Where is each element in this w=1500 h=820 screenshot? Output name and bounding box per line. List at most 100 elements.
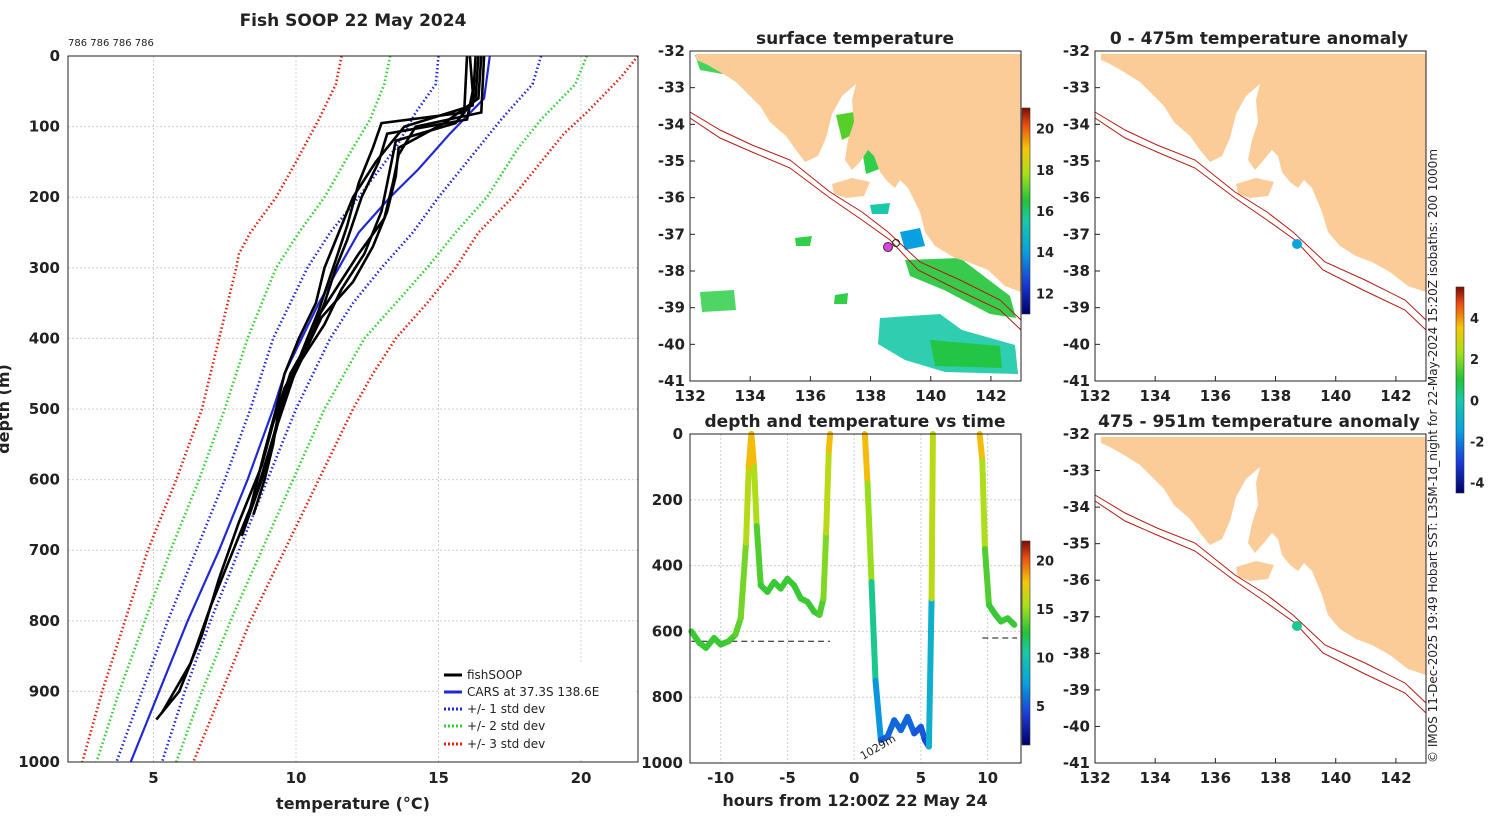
profile-x-tick-label: 20 [571, 769, 592, 787]
depth-time-x-ticks: -10 -5 0 5 10 [707, 769, 998, 787]
depth-time-x-tick-label: -10 [707, 769, 734, 787]
map-y-tick-label: -38 [658, 262, 685, 280]
colorbar-tick-label: 14 [1036, 246, 1054, 261]
profile-y-tick-label: 600 [29, 471, 60, 489]
profile-x-label: temperature (°C) [276, 794, 430, 813]
map-x-tick-label: 132 [674, 387, 705, 405]
sst-y-ticks: -32 -33 -34 -35 -36 -37 -38 -39 -40 -41 [658, 42, 695, 390]
profile-lines [81, 55, 640, 763]
depth-time-trace-segment [864, 480, 875, 586]
profile-y-tick-label: 300 [29, 259, 60, 277]
map-x-tick-label: 142 [1380, 387, 1411, 405]
depth-time-trace-segment [820, 529, 830, 602]
anomaly-lower-title: 475 - 951m temperature anomaly [1098, 412, 1420, 432]
depth-time-y-tick-label: 600 [652, 622, 683, 640]
map-y-tick-label: -32 [1063, 425, 1090, 443]
anomaly-lower-frame [1094, 433, 1427, 764]
depth-time-panel: depth and temperature vs time -10 -5 0 5 10 … [641, 412, 1054, 810]
colorbar-tick-label: 4 [1470, 312, 1479, 327]
sst-land [696, 54, 1021, 292]
anomaly-upper-marker [1292, 239, 1302, 249]
depth-time-x-tick-label: 5 [916, 769, 926, 787]
colorbar-tick-label: 20 [1036, 554, 1054, 569]
depth-time-trace-segment [976, 431, 986, 464]
map-x-tick-label: 138 [855, 387, 886, 405]
profile-series-line [81, 55, 343, 763]
sst-map-panel: surface temperature 132 134 136 138 140 142 -… [658, 29, 1054, 405]
depth-time-trace-segment [751, 463, 760, 530]
depth-time-trace-segment [737, 539, 750, 622]
depth-time-y-tick-label: 800 [652, 688, 683, 706]
colorbar-tick-label: 2 [1470, 353, 1479, 368]
sst-island [832, 178, 870, 198]
profile-series-line [240, 55, 486, 537]
sst-colorbar [1021, 107, 1031, 315]
map-x-tick-label: 142 [975, 387, 1006, 405]
profile-series-line [129, 55, 491, 763]
map-y-tick-label: -38 [1063, 644, 1090, 662]
anomaly-lower-x-ticks: 132 134 136 138 140 142 [1079, 758, 1412, 787]
map-y-tick-label: -40 [658, 335, 685, 353]
colorbar-tick-label: 20 [1036, 123, 1054, 138]
map-x-tick-label: 136 [1200, 387, 1231, 405]
anomaly-lower-y-ticks: -32 -33 -34 -35 -36 -37 -38 -39 -40 -41 [1063, 425, 1100, 772]
map-y-tick-label: -35 [1063, 152, 1090, 170]
vessel-marker-icon [883, 242, 893, 252]
profile-annotation: 786 786 786 786 [68, 38, 154, 49]
map-x-tick-label: 134 [1140, 769, 1171, 787]
map-y-tick-label: -33 [658, 79, 685, 97]
anomaly-upper-frame [1094, 50, 1427, 382]
profile-y-tick-label: 900 [29, 682, 60, 700]
map-y-tick-label: -32 [658, 42, 685, 60]
profile-y-tick-label: 1000 [18, 753, 60, 771]
profile-series-line [249, 55, 477, 509]
depth-time-y-tick-label: 1000 [641, 754, 683, 772]
profile-x-ticks: 5 10 15 20 [148, 769, 591, 787]
depth-time-trace-segment [979, 457, 988, 553]
colorbar-tick-label: 16 [1036, 205, 1054, 220]
depth-time-y-tick-label: 200 [652, 491, 683, 509]
profile-series-line [192, 55, 640, 763]
map-y-tick-label: -41 [1063, 754, 1090, 772]
anomaly-lower-isobath-200 [1094, 494, 1427, 704]
profile-y-ticks: 0 100 200 300 400 500 600 700 800 900 1000 [18, 47, 60, 771]
depth-time-y-tick-label: 400 [652, 557, 683, 575]
sst-isobath-1000 [689, 117, 1022, 331]
depth-time-x-tick-label: 0 [849, 769, 859, 787]
map-x-tick-label: 138 [1260, 769, 1291, 787]
map-y-tick-label: -34 [1063, 498, 1090, 516]
profile-grid [68, 55, 638, 763]
colorbar-tick-label: 0 [1470, 394, 1479, 409]
anomaly-upper-panel: 0 - 475m temperature anomaly 132 134 136 13… [1063, 29, 1427, 405]
sst-colorbar-ticks: 12 14 16 18 20 [1036, 123, 1054, 303]
depth-time-trace-segment [748, 431, 758, 470]
depth-time-y-ticks: 0 200 400 600 800 1000 [641, 425, 683, 772]
map-y-tick-label: -32 [1063, 42, 1090, 60]
map-x-tick-label: 136 [795, 387, 826, 405]
vessel-position-icon [892, 239, 900, 247]
map-y-tick-label: -41 [1063, 372, 1090, 390]
profile-series-line [160, 55, 480, 714]
map-y-tick-label: -40 [1063, 717, 1090, 735]
map-y-tick-label: -39 [1063, 299, 1090, 317]
map-y-tick-label: -36 [1063, 571, 1090, 589]
map-y-tick-label: -39 [658, 299, 685, 317]
sst-map-frame [689, 50, 1022, 382]
depth-time-trace-segment [743, 463, 752, 546]
depth-time-trace-segment [861, 431, 871, 487]
profile-y-label: depth (m) [0, 364, 13, 454]
profile-y-tick-label: 400 [29, 329, 60, 347]
colorbar-tick-label: 18 [1036, 164, 1054, 179]
anomaly-upper-x-ticks: 132 134 136 138 140 142 [1079, 376, 1412, 405]
anomaly-upper-isobath-1000 [1094, 117, 1427, 331]
map-x-tick-label: 138 [1260, 387, 1291, 405]
depth-time-trace-segment [928, 431, 936, 602]
anomaly-upper-isobath-200 [1094, 111, 1427, 321]
depth-time-y-tick-label: 0 [673, 425, 683, 443]
depth-time-trace-segment [1004, 615, 1018, 628]
depth-time-colorbar [1021, 540, 1031, 746]
map-x-tick-label: 140 [1320, 769, 1351, 787]
profile-y-tick-label: 200 [29, 188, 60, 206]
map-y-tick-label: -34 [1063, 115, 1090, 133]
map-y-tick-label: -41 [658, 372, 685, 390]
